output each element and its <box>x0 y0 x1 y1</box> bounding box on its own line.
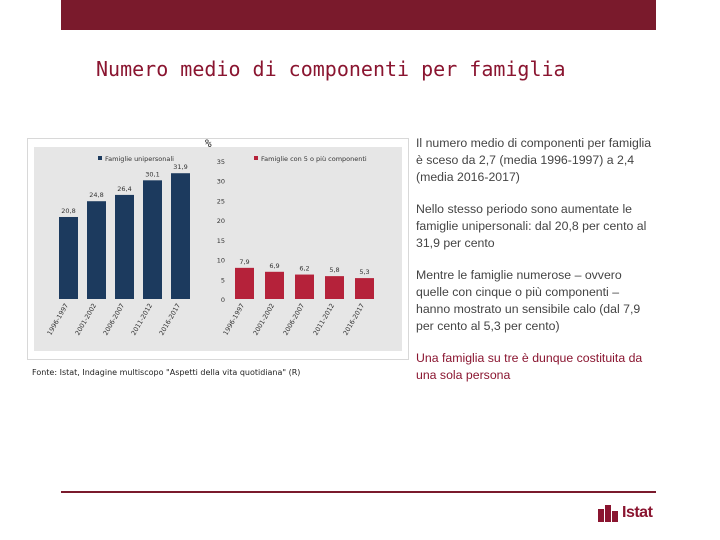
numerose-bar <box>265 271 284 299</box>
istat-logo-text: Istat <box>622 504 653 521</box>
top-brand-bar <box>61 0 656 30</box>
chart-image: 0 5 10 15 20 25 30 35 Famiglie unipersonali Famig… <box>27 138 409 360</box>
numerose-value-label: 6,9 <box>269 262 279 270</box>
paragraph-3: Mentre le famiglie numerose – ovvero que… <box>416 268 641 333</box>
unipersonali-bar <box>59 216 78 299</box>
bottom-divider <box>61 491 656 493</box>
numerose-bar <box>325 276 344 299</box>
unipersonali-value-label: 31,9 <box>173 163 187 171</box>
source-note: Fonte: Istat, Indagine multiscopo "Aspet… <box>32 368 301 377</box>
y-tick-label: 10 <box>217 257 225 265</box>
legend-swatch-unipersonali <box>98 156 102 160</box>
paragraph-conclusion: Una famiglia su tre è dunque costituita … <box>416 351 643 382</box>
numerose-bar <box>295 274 314 299</box>
unipersonali-bar <box>171 173 190 299</box>
slide-title: Numero medio di componenti per famiglia <box>96 57 566 81</box>
y-tick-label: 30 <box>217 178 225 186</box>
y-tick-label: 15 <box>217 237 225 245</box>
y-tick-label: 0 <box>221 296 225 304</box>
unipersonali-value-label: 20,8 <box>61 207 75 215</box>
istat-logo: Istat <box>598 504 653 522</box>
percent-label: % <box>205 137 212 150</box>
legend-swatch-numerose <box>254 156 258 160</box>
unipersonali-value-label: 30,1 <box>145 170 159 178</box>
legend-label-numerose: Famiglie con 5 o più componenti <box>261 155 367 163</box>
numerose-value-label: 5,8 <box>329 266 339 274</box>
unipersonali-value-label: 26,4 <box>117 185 131 193</box>
y-tick-label: 25 <box>217 197 225 205</box>
text-column: Il numero medio di componenti per famigl… <box>416 135 656 399</box>
legend-label-unipersonali: Famiglie unipersonali <box>105 155 174 163</box>
numerose-value-label: 7,9 <box>239 258 249 266</box>
y-tick-label: 35 <box>217 158 225 166</box>
unipersonali-bar <box>143 180 162 299</box>
unipersonali-bar <box>87 201 106 299</box>
paragraph-1: Il numero medio di componenti per famigl… <box>416 136 652 184</box>
y-tick-label: 20 <box>217 217 225 225</box>
y-tick-label: 5 <box>221 276 225 284</box>
paragraph-2: Nello stesso periodo sono aumentate le f… <box>416 202 647 250</box>
unipersonali-value-label: 24,8 <box>89 191 103 199</box>
istat-logo-icon <box>598 504 619 522</box>
numerose-bar <box>355 278 374 299</box>
unipersonali-bar <box>115 194 134 299</box>
numerose-bar <box>235 267 254 299</box>
numerose-value-label: 5,3 <box>359 268 369 276</box>
numerose-value-label: 6,2 <box>299 265 309 273</box>
bar-chart: 0 5 10 15 20 25 30 35 Famiglie unipersonali Famig… <box>34 147 402 351</box>
